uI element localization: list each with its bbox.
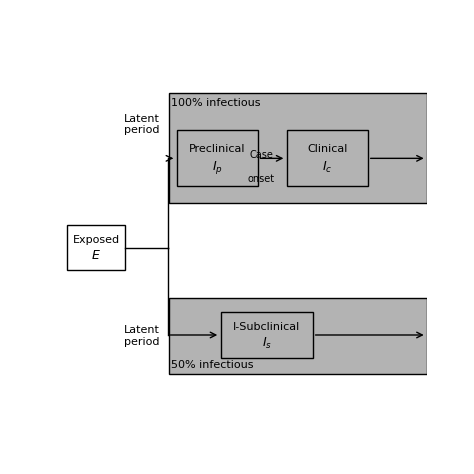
Text: 100% infectious: 100% infectious xyxy=(171,98,261,108)
Text: Latent
period: Latent period xyxy=(124,114,160,135)
Text: Preclinical: Preclinical xyxy=(189,144,246,154)
Bar xyxy=(66,225,125,270)
Bar xyxy=(287,130,368,186)
Text: $I_c$: $I_c$ xyxy=(322,160,333,175)
Text: 50% infectious: 50% infectious xyxy=(171,360,254,370)
Text: Exposed: Exposed xyxy=(73,235,119,245)
Text: $E$: $E$ xyxy=(91,249,101,262)
Bar xyxy=(169,298,427,374)
Bar xyxy=(221,312,313,358)
Text: $I_s$: $I_s$ xyxy=(262,336,272,351)
Text: onset: onset xyxy=(248,173,275,183)
Bar xyxy=(169,93,427,203)
Text: Case: Case xyxy=(249,150,273,160)
Text: $I_p$: $I_p$ xyxy=(212,159,223,176)
Text: Latent
period: Latent period xyxy=(124,325,160,347)
Text: Clinical: Clinical xyxy=(307,144,347,154)
Text: I-Subclinical: I-Subclinical xyxy=(233,322,301,332)
Bar xyxy=(177,130,258,186)
